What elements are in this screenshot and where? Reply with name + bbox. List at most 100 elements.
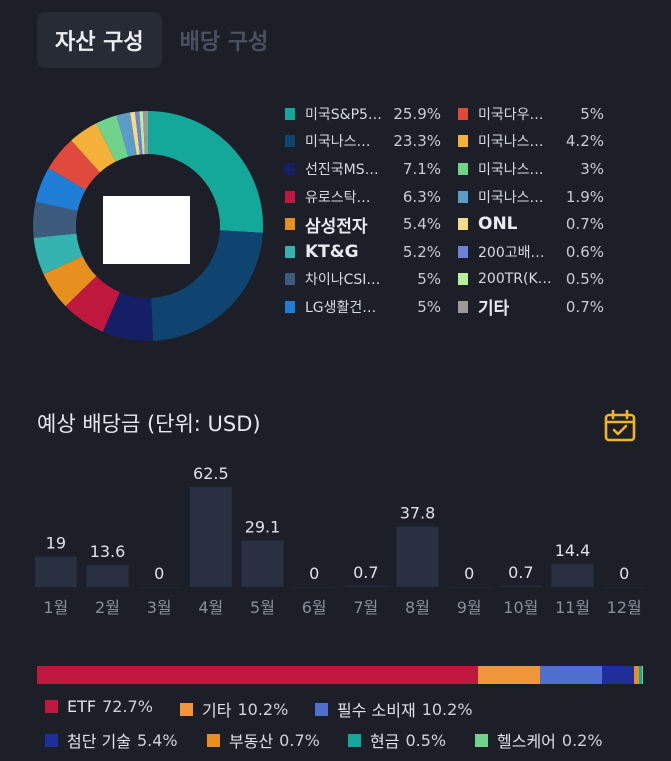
month-tick-label: 1월 [43, 598, 68, 617]
legend-swatch [285, 190, 295, 203]
legend-value: 0.6% [565, 242, 604, 261]
legend-item: ONL 0.7% [458, 210, 604, 238]
stacked-segment [601, 666, 635, 684]
dividend-bar[interactable] [499, 585, 542, 587]
legend-item: 200고배… 0.6% [458, 238, 604, 266]
legend-item: 기타 0.7% [458, 293, 604, 321]
bar-value-label: 29.1 [245, 517, 281, 536]
category-label: 부동산 [229, 732, 274, 751]
legend-item: 미국나스… 1.9% [458, 183, 604, 211]
dividend-bar[interactable] [293, 587, 336, 588]
category-stacked-bar [37, 666, 643, 684]
category-swatch [180, 702, 193, 716]
asset-legend-right: 미국다우… 5% 미국나스… 4.2% 미국나스… 3% 미국나스… 1.9% ONL 0.7% 2… [458, 100, 604, 321]
donut-slice-7 [35, 168, 86, 211]
donut-slice-3 [65, 276, 120, 332]
calendar-check-icon[interactable] [603, 409, 637, 443]
month-tick-label: 10월 [503, 598, 538, 617]
legend-swatch [285, 300, 295, 313]
legend-label: 미국나스… [478, 134, 544, 151]
legend-label: 미국나스… [478, 189, 544, 206]
legend-swatch [285, 162, 295, 175]
dividend-bar[interactable] [138, 587, 181, 588]
category-value: 0.2% [561, 730, 603, 750]
legend-value: 4.2% [565, 132, 604, 151]
tab-dividend-composition[interactable]: 배당 구성 [179, 30, 269, 55]
legend-swatch [458, 300, 468, 313]
legend-item: KT&G 5.2% [285, 238, 441, 266]
category-swatch [45, 700, 58, 713]
legend-label: 미국다우… [478, 106, 544, 123]
dividend-bar[interactable] [448, 587, 491, 588]
category-value: 10.2% [421, 699, 473, 719]
month-tick-label: 11월 [555, 598, 590, 617]
donut-slice-4 [43, 256, 97, 307]
legend-item: 선진국MS… 7.1% [285, 155, 441, 183]
category-label: 첨단 기술 [67, 732, 131, 751]
month-tick-label: 9월 [457, 598, 482, 617]
tab-asset-composition[interactable]: 자산 구성 [37, 12, 162, 68]
legend-value: 1.9% [565, 187, 604, 206]
donut-slice-5 [33, 233, 83, 275]
dividend-bar[interactable] [86, 565, 129, 587]
legend-item: 유로스탁… 6.3% [285, 183, 441, 211]
category-label: ETF [67, 697, 97, 716]
category-value: 72.7% [102, 697, 153, 716]
legend-item: 미국다우… 5% [458, 100, 604, 128]
category-legend-item: ETF 72.7% [45, 697, 153, 716]
dividend-section-title: 예상 배당금 (단위: USD) [37, 412, 261, 436]
dividend-bar[interactable] [603, 587, 646, 588]
month-tick-label: 6월 [302, 598, 327, 617]
bar-value-label: 0 [309, 564, 319, 583]
month-tick-label: 8월 [405, 598, 430, 617]
donut-slice-0 [148, 111, 263, 233]
legend-label: 미국나스… [305, 134, 371, 151]
legend-item: 미국나스… 23.3% [285, 128, 441, 156]
legend-label: 미국S&P5… [305, 106, 382, 123]
donut-slice-13 [134, 111, 143, 155]
bar-value-label: 19 [46, 534, 66, 553]
stacked-segment [638, 666, 642, 684]
legend-swatch [458, 107, 468, 120]
bar-value-label: 0.7 [508, 563, 533, 582]
legend-swatch [285, 218, 295, 231]
legend-value: 0.7% [565, 297, 604, 316]
stacked-segment [539, 666, 602, 684]
dividend-bar[interactable] [34, 556, 77, 587]
legend-label: 미국나스… [478, 161, 544, 178]
legend-swatch [285, 135, 295, 148]
legend-label: 선진국MS… [305, 161, 379, 178]
legend-value: 0.5% [565, 270, 604, 289]
legend-label: LG생활건… [305, 299, 377, 316]
month-tick-label: 12월 [607, 598, 642, 617]
month-tick-label: 3월 [147, 598, 172, 617]
bar-value-label: 14.4 [555, 541, 591, 560]
legend-item: 200TR(K… 0.5% [458, 266, 604, 294]
monthly-dividend-bar-chart: 19 1월 13.6 2월 0 3월 62.5 4월 29.1 5월 0 6월 0.7 7월 37.8 8월 0… [34, 465, 646, 617]
legend-value: 6.3% [402, 187, 441, 206]
legend-value: 5% [417, 270, 441, 289]
donut-slice-10 [96, 115, 129, 162]
dividend-bar[interactable] [396, 526, 439, 587]
legend-swatch [285, 107, 295, 120]
stacked-segment [641, 666, 643, 684]
donut-slice-6 [33, 201, 78, 238]
category-legend-item: 부동산 0.7% [207, 728, 320, 752]
dividend-bar[interactable] [189, 487, 232, 587]
dividend-bar[interactable] [241, 540, 284, 587]
donut-slice-9 [71, 123, 116, 173]
category-legend-item: 첨단 기술 5.4% [45, 728, 178, 752]
category-value: 5.4% [136, 730, 178, 750]
asset-legend-left: 미국S&P5… 25.9% 미국나스… 23.3% 선진국MS… 7.1% 유로스탁… 6.3… [285, 100, 441, 321]
dividend-bar[interactable] [551, 563, 594, 587]
donut-slice-12 [129, 111, 140, 155]
category-legend-item: 필수 소비재 10.2% [315, 697, 473, 721]
legend-label: 유로스탁… [305, 189, 371, 206]
month-tick-label: 5월 [250, 598, 275, 617]
dividend-bar[interactable] [344, 585, 387, 587]
month-tick-label: 2월 [95, 598, 120, 617]
category-label: 헬스케어 [497, 732, 556, 751]
legend-value: 5.4% [402, 215, 441, 234]
legend-value: 5% [417, 297, 441, 316]
bar-value-label: 0.7 [353, 563, 378, 582]
